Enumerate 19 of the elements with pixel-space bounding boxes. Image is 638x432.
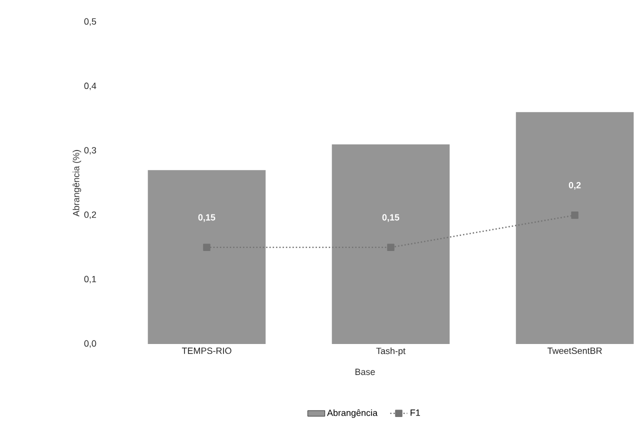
legend-label: Abrangência [327, 409, 378, 418]
x-tick-label: TweetSentBR [547, 348, 602, 354]
y-tick-label: 0,0 [84, 340, 96, 348]
x-axis-title: Base [355, 368, 375, 376]
data-label: 0,2 [568, 182, 581, 190]
y-tick-label: 0,5 [84, 18, 96, 26]
data-label: 0,15 [198, 214, 216, 222]
legend-label: F1 [410, 410, 420, 416]
bar [148, 170, 266, 344]
y-tick-label: 0,1 [84, 276, 96, 284]
y-tick-label: 0,4 [84, 82, 96, 90]
y-axis-title: Abrangência (%) [72, 150, 82, 217]
x-tick-label: Tash-pt [376, 348, 406, 356]
y-tick-label: 0,3 [84, 147, 96, 155]
y-tick-label: 0,2 [84, 211, 96, 219]
data-label: 0,15 [382, 214, 400, 222]
bar [516, 112, 634, 344]
x-tick-label: TEMPS-RIO [182, 348, 232, 354]
bar [332, 144, 450, 344]
